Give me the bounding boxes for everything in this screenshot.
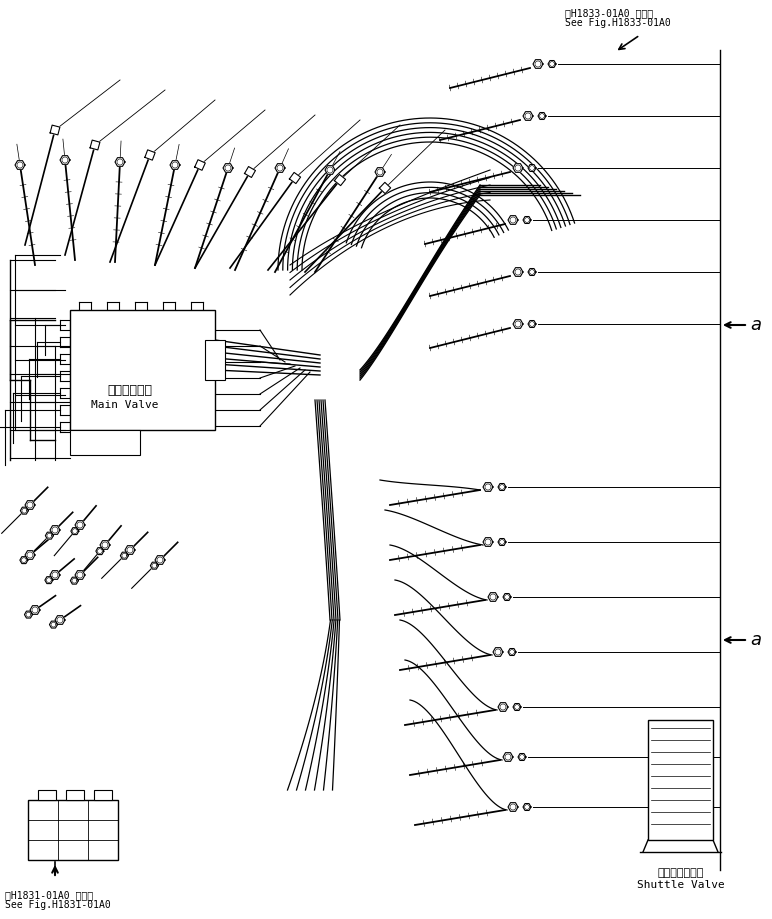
Bar	[66, 790, 84, 800]
Polygon shape	[49, 621, 57, 628]
Text: a: a	[750, 316, 761, 334]
Polygon shape	[223, 164, 233, 173]
Polygon shape	[46, 532, 53, 539]
Polygon shape	[100, 540, 110, 550]
Polygon shape	[483, 482, 493, 492]
Text: See Fig.H1833-01A0: See Fig.H1833-01A0	[565, 18, 671, 28]
Polygon shape	[20, 507, 29, 514]
Text: 第H1831-01A0 図参照: 第H1831-01A0 図参照	[5, 890, 93, 900]
Polygon shape	[493, 648, 503, 656]
Polygon shape	[145, 150, 155, 160]
Polygon shape	[518, 754, 526, 760]
Polygon shape	[170, 161, 180, 169]
Polygon shape	[508, 649, 516, 655]
Text: Main Valve: Main Valve	[91, 400, 159, 410]
Polygon shape	[151, 562, 158, 569]
Polygon shape	[90, 140, 100, 150]
Polygon shape	[96, 548, 104, 554]
Polygon shape	[523, 112, 533, 120]
Bar	[28, 800, 118, 860]
Text: 第H1833-01A0 図参照: 第H1833-01A0 図参照	[565, 8, 653, 18]
Polygon shape	[548, 61, 556, 67]
Polygon shape	[120, 552, 128, 559]
Bar	[38, 790, 56, 800]
Polygon shape	[50, 571, 60, 579]
Polygon shape	[523, 803, 531, 811]
Polygon shape	[379, 182, 391, 194]
Polygon shape	[325, 165, 335, 175]
Bar	[94, 790, 112, 800]
Polygon shape	[20, 557, 28, 563]
Polygon shape	[115, 158, 125, 166]
Polygon shape	[245, 166, 256, 177]
Polygon shape	[60, 155, 70, 165]
Polygon shape	[503, 753, 513, 761]
Polygon shape	[50, 526, 60, 534]
Polygon shape	[483, 538, 493, 546]
Text: Shuttle Valve: Shuttle Valve	[637, 880, 724, 890]
Polygon shape	[334, 175, 346, 186]
Polygon shape	[25, 611, 32, 618]
Polygon shape	[55, 616, 65, 624]
Bar	[70, 310, 215, 430]
Polygon shape	[70, 577, 78, 584]
Polygon shape	[45, 577, 52, 584]
Polygon shape	[523, 217, 531, 223]
Polygon shape	[75, 521, 85, 529]
Polygon shape	[513, 267, 523, 277]
Polygon shape	[155, 556, 165, 564]
Polygon shape	[513, 704, 521, 710]
Polygon shape	[498, 703, 508, 711]
Polygon shape	[498, 539, 506, 546]
Polygon shape	[15, 161, 25, 169]
Polygon shape	[290, 173, 300, 184]
Text: メインバルブ: メインバルブ	[107, 383, 153, 396]
Polygon shape	[375, 167, 385, 176]
Polygon shape	[508, 802, 518, 811]
Polygon shape	[508, 216, 518, 224]
Polygon shape	[75, 571, 85, 579]
Polygon shape	[538, 112, 546, 119]
Polygon shape	[30, 606, 40, 614]
Polygon shape	[25, 550, 35, 560]
Polygon shape	[50, 125, 60, 135]
Polygon shape	[513, 320, 523, 328]
Bar	[648, 720, 713, 840]
Text: See Fig.H1831-01A0: See Fig.H1831-01A0	[5, 900, 110, 910]
Polygon shape	[125, 546, 135, 554]
Polygon shape	[71, 528, 79, 535]
Polygon shape	[528, 321, 536, 327]
Polygon shape	[528, 165, 536, 172]
Polygon shape	[503, 594, 511, 600]
Bar	[70, 430, 140, 455]
Polygon shape	[195, 160, 205, 170]
Polygon shape	[25, 501, 35, 509]
Polygon shape	[275, 164, 285, 173]
Polygon shape	[488, 593, 498, 601]
Text: a: a	[750, 631, 761, 649]
Bar	[205, 340, 225, 380]
Text: シャトルバルブ: シャトルバルブ	[657, 868, 704, 878]
Polygon shape	[513, 164, 523, 173]
Polygon shape	[498, 483, 506, 491]
Polygon shape	[533, 60, 543, 68]
Polygon shape	[528, 268, 536, 276]
